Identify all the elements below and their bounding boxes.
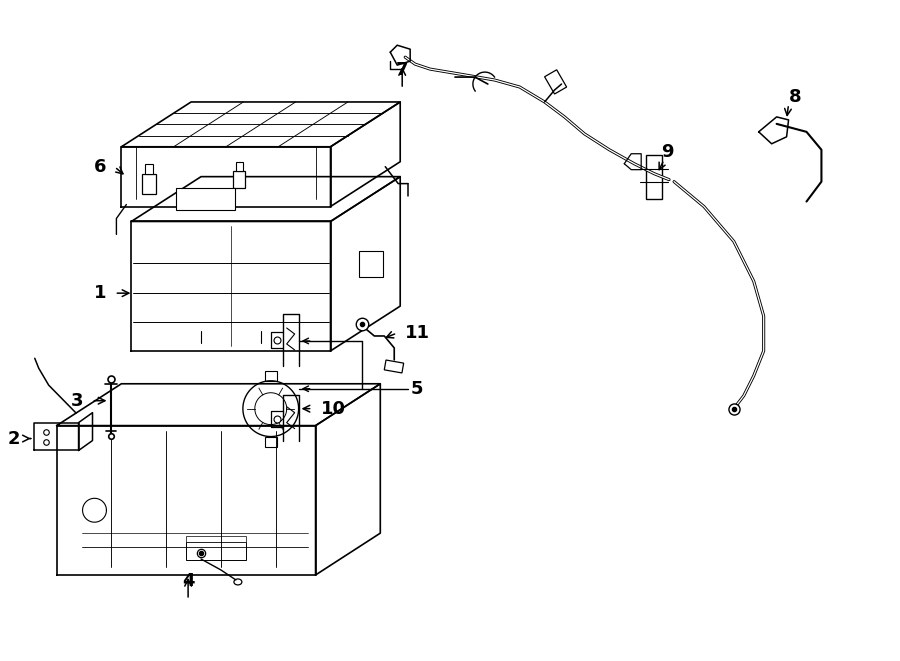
- Bar: [233, 171, 246, 188]
- Bar: [265, 371, 276, 381]
- Bar: [142, 174, 156, 194]
- FancyBboxPatch shape: [176, 188, 235, 210]
- Text: 4: 4: [182, 572, 194, 590]
- Text: 11: 11: [405, 324, 430, 342]
- Text: 8: 8: [788, 88, 801, 106]
- Text: 9: 9: [662, 143, 673, 161]
- Text: 7: 7: [396, 61, 409, 79]
- Bar: [145, 164, 153, 174]
- Text: 1: 1: [94, 284, 106, 302]
- Text: 6: 6: [94, 158, 106, 176]
- Text: 10: 10: [320, 400, 346, 418]
- Bar: [186, 542, 246, 560]
- Bar: [186, 536, 246, 542]
- Text: 3: 3: [71, 392, 84, 410]
- FancyBboxPatch shape: [359, 251, 383, 277]
- Bar: [265, 436, 276, 447]
- Bar: [384, 360, 404, 373]
- Bar: [544, 70, 567, 94]
- Bar: [236, 162, 243, 171]
- Ellipse shape: [234, 579, 242, 585]
- Text: 2: 2: [7, 430, 20, 447]
- Bar: [646, 155, 662, 198]
- Text: 5: 5: [410, 380, 423, 398]
